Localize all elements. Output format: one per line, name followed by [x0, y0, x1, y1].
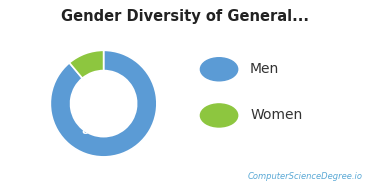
- Text: Men: Men: [250, 62, 279, 76]
- Circle shape: [201, 58, 238, 81]
- Text: ComputerScienceDegree.io: ComputerScienceDegree.io: [248, 172, 363, 181]
- Circle shape: [201, 104, 238, 127]
- Wedge shape: [70, 50, 104, 78]
- Text: Gender Diversity of General...: Gender Diversity of General...: [61, 9, 309, 24]
- Text: Women: Women: [250, 108, 302, 122]
- Wedge shape: [50, 50, 157, 157]
- Text: 88.9%: 88.9%: [81, 126, 117, 136]
